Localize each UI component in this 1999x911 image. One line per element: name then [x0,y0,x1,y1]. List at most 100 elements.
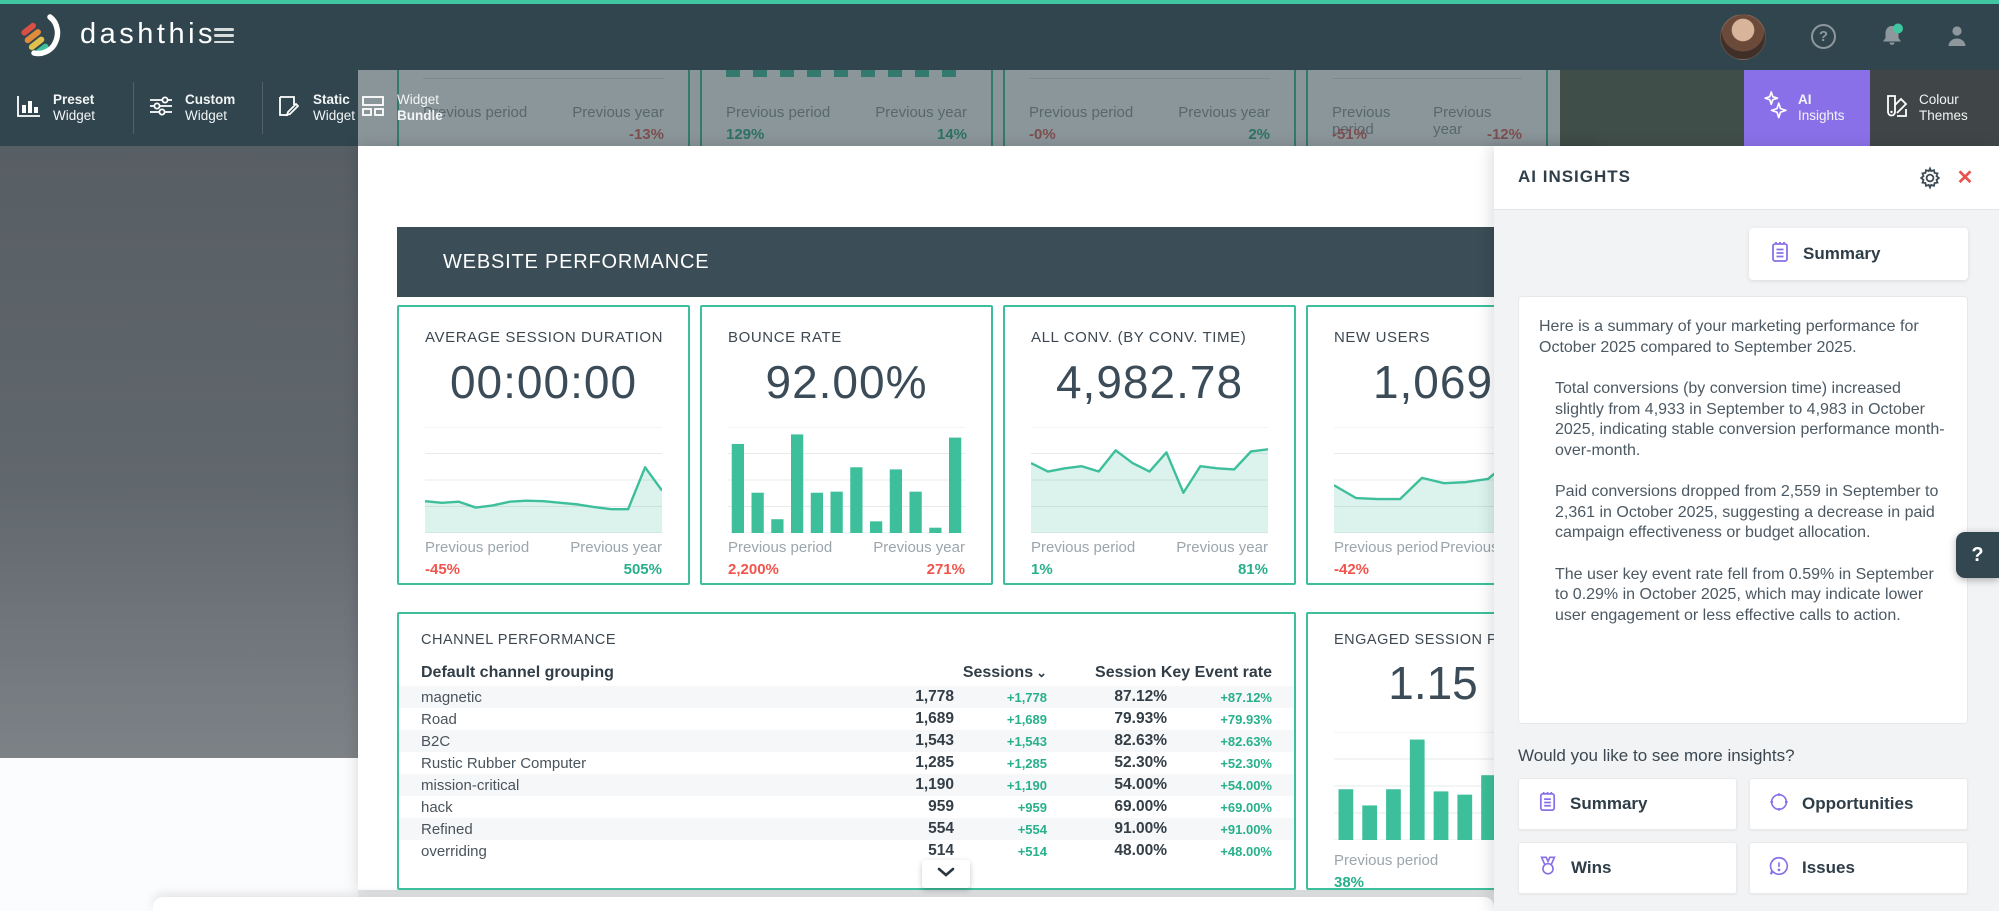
widget-title: BOUNCE RATE [728,329,842,346]
prev-year-value: 81% [1237,561,1268,578]
summary-request-chip: Summary [1749,228,1968,280]
help-fab-button[interactable]: ? [1956,532,1999,578]
summary-paragraph: Here is a summary of your marketing perf… [1539,318,1919,356]
prev-year-label: Previous year [873,539,965,556]
kpi-widget-average-session-duration[interactable]: AVERAGE SESSION DURATION 00:00:00 Previo… [397,305,690,585]
canvas-left-bottom [0,758,358,911]
table-row: Refined 554 +554 91.00% +91.00% [399,818,1294,840]
ai-insights-panel: AI INSIGHTS ✕ Summary Here is a summary … [1494,146,1999,911]
widget-value: 1.15 [1388,657,1478,709]
top-accent-line [0,0,1999,4]
widget-title: CHANNEL PERFORMANCE [421,632,617,648]
gear-icon[interactable] [1918,166,1942,190]
widget-title: NEW USERS [1334,329,1431,346]
help-icon[interactable]: ? [1811,24,1836,49]
widget-value: 92.00% [765,356,928,408]
summary-paragraph: Paid conversions dropped from 2,559 in S… [1555,483,1939,541]
expand-section-button[interactable] [922,860,970,888]
prev-period-value: 1% [1031,561,1053,578]
table-row: overriding 514 +514 48.00% +48.00% [421,842,1272,860]
summary-paragraph: Total conversions (by conversion time) i… [1555,380,1945,459]
ai-summary-message: Here is a summary of your marketing perf… [1518,296,1968,724]
widget-bundle-button[interactable]: Widget Bundle [360,70,443,146]
column-header-dimension: Default channel grouping [421,664,614,681]
canvas-left-panel [0,146,358,758]
clipboard-icon [1769,240,1791,269]
section-header: WEBSITE PERFORMANCE [397,227,1560,297]
button-label: Issues [1802,858,1855,877]
prev-period-value: -42% [1334,561,1370,578]
menu-icon[interactable] [214,28,234,44]
kpi-widget-bounce-rate[interactable]: BOUNCE RATE 92.00% Previous period Previo… [700,305,993,585]
prev-year-label: Previous year [1176,539,1268,556]
button-label: Summary [1570,794,1648,813]
table-row: magnetic 1,778 +1,778 87.12% +87.12% [399,686,1294,708]
opportunities-insight-button[interactable]: Opportunities [1749,778,1968,830]
prev-period-value: -45% [425,561,461,578]
table-row: hack 959 +959 69.00% +69.00% [421,798,1272,816]
table-row: mission-critical 1,190 +1,190 54.00% +54.00% [399,774,1294,796]
preset-widget-button[interactable]: Preset Widget [16,70,95,146]
note-pencil-icon [276,94,302,123]
clipboard-icon [1537,790,1558,818]
prev-period-value: 38% [1334,874,1365,890]
button-label: Opportunities [1802,794,1914,813]
next-page-strip [153,897,1494,911]
widget-value: 4,982.78 [1055,356,1244,408]
ai-insights-button[interactable]: AI Insights [1744,70,1870,146]
widget-value: 1,069 [1372,356,1494,408]
button-label: Static [313,91,350,107]
button-label: Colour [1919,91,1959,107]
toolbar-left-bg [0,70,358,146]
kpi-widget-all-conversions[interactable]: ALL CONV. (BY CONV. TIME) 4,982.78 Previ… [1003,305,1296,585]
sliders-icon [148,94,174,123]
more-insights-prompt: Would you like to see more insights? [1518,746,1795,765]
sort-chevron-icon: ⌄ [1036,665,1047,680]
dashthis-logo-icon[interactable] [20,13,68,57]
widget-title: ALL CONV. (BY CONV. TIME) [1031,329,1247,346]
channel-performance-widget: CHANNEL PERFORMANCE Default channel grou… [397,612,1296,890]
table-row: Road 1,689 +1,689 79.93% +79.93% [421,710,1272,728]
prev-period-label: Previous period [425,539,530,556]
summary-insight-button[interactable]: Summary [1518,778,1737,830]
button-label: Preset [53,91,95,107]
wins-insight-button[interactable]: Wins [1518,842,1737,894]
target-icon [1768,791,1790,818]
brand-name: dashthis [80,18,217,50]
sparkline-chart [1031,427,1268,533]
colour-themes-button[interactable]: Colour Themes [1872,70,1999,146]
static-widget-button[interactable]: Static Widget [276,70,355,146]
chevron-down-icon [936,865,956,883]
prev-year-value: 271% [926,561,965,578]
prev-year-value: 505% [623,561,662,578]
issues-insight-button[interactable]: Issues [1749,842,1968,894]
sparkline-chart [425,427,662,533]
widget-title: AVERAGE SESSION DURATION [425,329,664,346]
bar-chart [728,427,965,533]
column-header-sessions[interactable]: Sessions ⌄ [962,664,1047,681]
notifications-bell-icon[interactable] [1878,22,1905,49]
prev-year-label: Previous year [570,539,662,556]
account-icon[interactable] [1944,23,1971,50]
close-icon[interactable]: ✕ [1956,167,1974,189]
panel-title: AI INSIGHTS [1518,167,1632,186]
button-label: Wins [1571,858,1612,877]
prev-period-label: Previous period [1031,539,1136,556]
custom-widget-button[interactable]: Custom Widget [148,70,235,146]
table-row: B2C 1,543 +1,543 82.63% +82.63% [399,730,1294,752]
prev-period-label: Previous period [1334,539,1439,556]
section-title: WEBSITE PERFORMANCE [443,250,710,273]
palette-icon [1884,93,1910,124]
prev-period-value: 2,200% [728,561,779,578]
window-grid-icon [360,94,386,123]
table-body: magnetic 1,778 +1,778 87.12% +87.12% Road 1,6… [399,686,1294,862]
prev-period-label: Previous period [728,539,833,556]
user-avatar[interactable] [1720,14,1766,60]
medal-icon [1537,855,1559,882]
ai-panel-header: AI INSIGHTS ✕ [1494,146,1999,210]
summary-paragraph: The user key event rate fell from 0.59% … [1555,565,1934,624]
prev-period-label: Previous period [1334,852,1439,869]
chip-label: Summary [1803,244,1881,263]
